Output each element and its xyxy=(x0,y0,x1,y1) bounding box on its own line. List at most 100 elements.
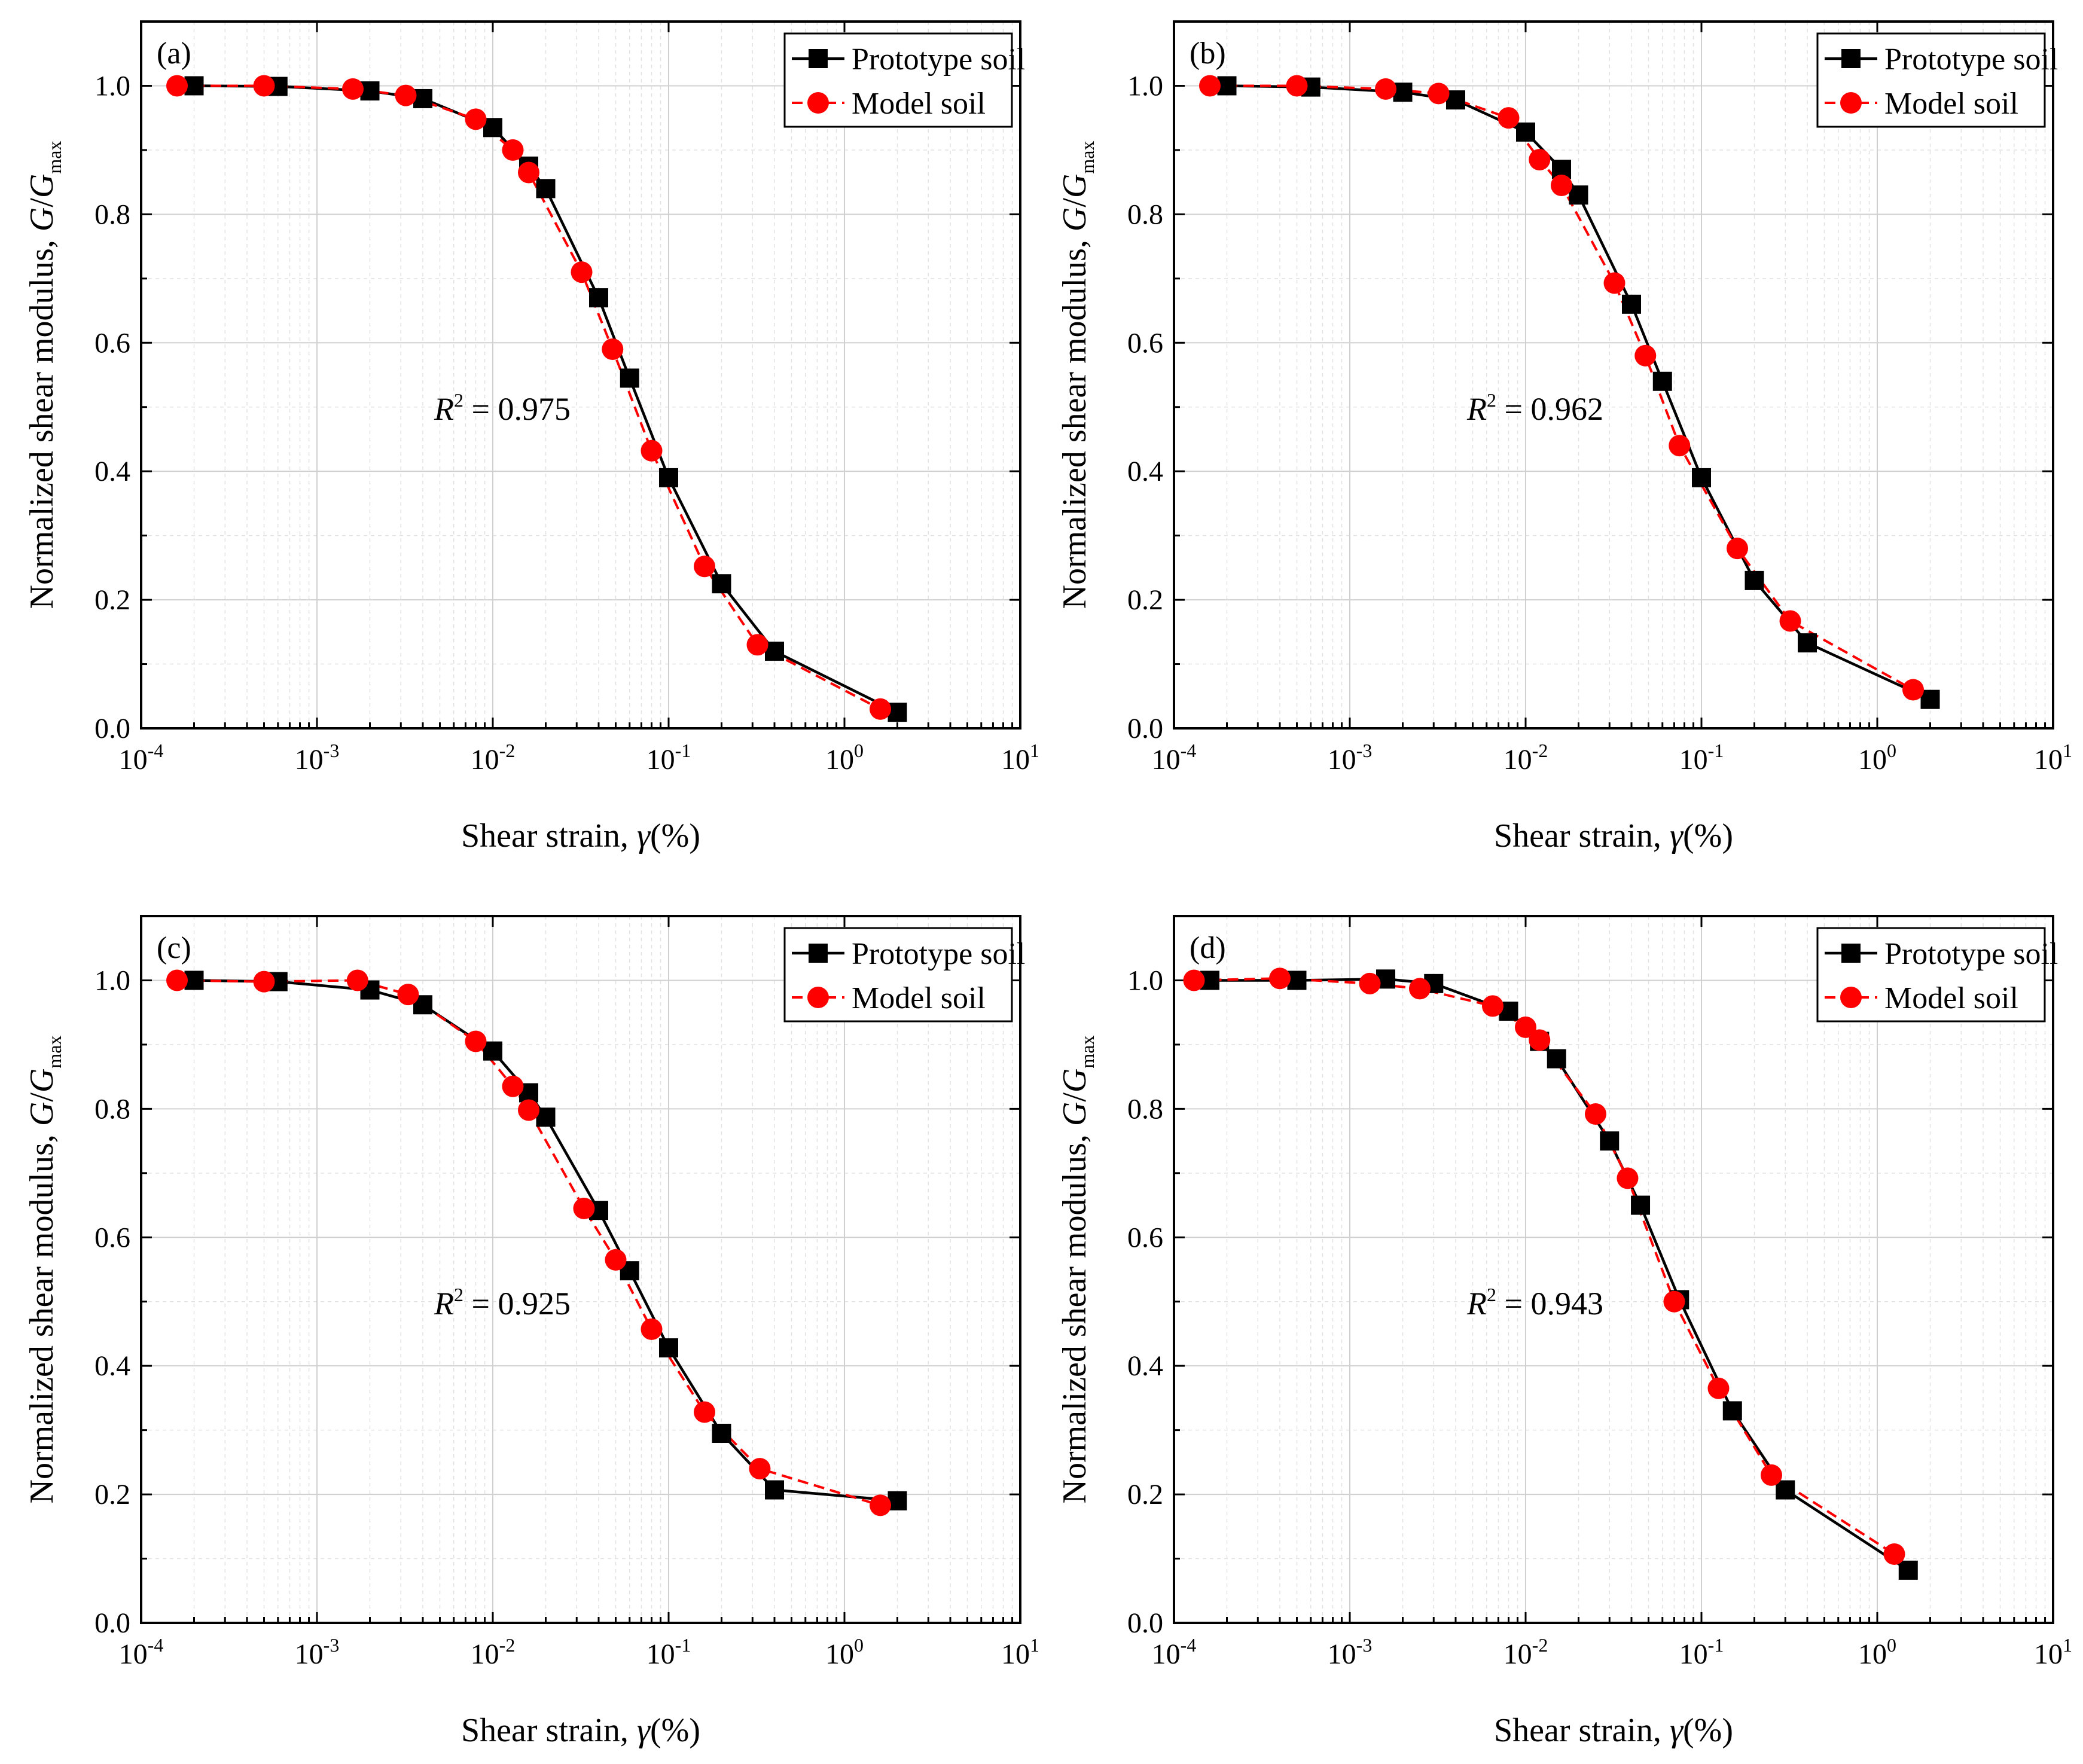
legend: Prototype soil Model soil xyxy=(783,927,1025,1023)
model-point xyxy=(1617,1167,1639,1189)
y-tick-label: 0.0 xyxy=(1127,1607,1163,1639)
model-point xyxy=(1375,78,1397,100)
prototype-point xyxy=(620,368,639,388)
model-point xyxy=(465,108,487,130)
y-tick-label: 0.6 xyxy=(94,1222,130,1253)
x-axis-title: Shear strain, γ(%) xyxy=(1494,817,1733,854)
x-tick-label: 10-4 xyxy=(1152,740,1197,776)
model-point xyxy=(605,1249,627,1271)
model-point xyxy=(502,139,524,161)
y-tick-label: 1.0 xyxy=(1127,70,1163,102)
model-point xyxy=(694,556,716,578)
prototype-point xyxy=(712,574,731,594)
chart-panel-c: 10-4 10-3 10-2 10-1 100 101 0.0 0.2 0.4 0.6 0.8 1.0… xyxy=(23,915,1039,1749)
prototype-point xyxy=(1622,294,1642,314)
prototype-point xyxy=(483,1041,502,1061)
r-squared-annotation: R2 = 0.943 xyxy=(1466,1284,1603,1322)
model-point xyxy=(1634,344,1657,367)
model-point xyxy=(746,634,768,656)
panel-label: (a) xyxy=(157,36,191,71)
y-tick-label: 0.8 xyxy=(94,1093,130,1125)
x-tick-label: 10-3 xyxy=(1328,1634,1373,1670)
model-point xyxy=(641,440,663,462)
y-tick-label: 0.6 xyxy=(1127,1222,1163,1253)
model-point xyxy=(1902,679,1925,701)
panel-label: (d) xyxy=(1190,931,1226,965)
model-point xyxy=(870,698,892,720)
x-tick-label: 101 xyxy=(1001,1634,1039,1670)
legend-prototype-label: Prototype soil xyxy=(1884,42,2058,77)
model-point xyxy=(641,1318,663,1340)
x-tick-label: 10-1 xyxy=(1679,1634,1724,1670)
x-tick-label: 101 xyxy=(1001,740,1039,776)
model-point xyxy=(395,84,417,106)
prototype-point xyxy=(765,1480,785,1500)
prototype-point xyxy=(1516,122,1535,142)
legend-prototype-marker xyxy=(1841,49,1861,68)
legend-prototype-marker xyxy=(809,944,828,963)
x-tick-label: 101 xyxy=(2034,740,2072,776)
model-point xyxy=(1551,175,1573,197)
x-tick-label: 10-2 xyxy=(1503,740,1548,776)
model-point xyxy=(694,1401,716,1423)
model-point xyxy=(1269,968,1291,990)
prototype-point xyxy=(1600,1131,1620,1151)
model-point xyxy=(1727,538,1749,560)
prototype-point xyxy=(1776,1480,1795,1500)
prototype-point xyxy=(1745,570,1764,590)
prototype-point xyxy=(483,118,502,138)
plot-frame xyxy=(1173,20,2054,730)
y-tick-label: 0.4 xyxy=(94,1350,130,1382)
r-squared-annotation: R2 = 0.925 xyxy=(434,1284,571,1322)
legend: Prototype soil Model soil xyxy=(1816,927,2058,1023)
model-point xyxy=(1603,272,1625,294)
x-axis-title: Shear strain, γ(%) xyxy=(1494,1712,1733,1749)
y-tick-label: 0.8 xyxy=(1127,1093,1163,1125)
legend-model-marker xyxy=(807,987,829,1008)
r-squared-annotation: R2 = 0.975 xyxy=(434,389,571,427)
legend-model-marker xyxy=(807,92,829,114)
model-point xyxy=(502,1075,524,1097)
model-point xyxy=(1428,83,1450,105)
model-point xyxy=(253,970,275,993)
model-point xyxy=(1669,435,1691,457)
r-squared-annotation: R2 = 0.962 xyxy=(1466,389,1603,427)
model-point xyxy=(166,75,188,97)
prototype-point xyxy=(1798,633,1817,653)
model-point xyxy=(1707,1377,1730,1399)
legend: Prototype soil Model soil xyxy=(783,32,1025,128)
x-tick-label: 10-3 xyxy=(1328,740,1373,776)
y-tick-label: 0.0 xyxy=(1127,713,1163,744)
model-point xyxy=(1515,1016,1536,1038)
prototype-point xyxy=(659,468,678,487)
model-point xyxy=(602,338,624,361)
legend-prototype-marker xyxy=(809,49,828,68)
x-tick-label: 10-2 xyxy=(471,740,516,776)
y-tick-label: 0.8 xyxy=(1127,199,1163,230)
prototype-point xyxy=(1569,185,1588,205)
prototype-point xyxy=(1287,970,1307,990)
model-point xyxy=(1183,969,1205,991)
prototype-point xyxy=(1920,689,1940,709)
model-point xyxy=(1883,1543,1905,1565)
legend-model-marker xyxy=(1840,92,1862,114)
legend: Prototype soil Model soil xyxy=(1816,32,2058,128)
model-point xyxy=(465,1030,487,1052)
y-tick-label: 0.2 xyxy=(1127,584,1163,616)
x-tick-label: 10-4 xyxy=(119,740,164,776)
prototype-point xyxy=(1722,1401,1742,1421)
prototype-point xyxy=(589,288,609,308)
model-point xyxy=(571,261,593,283)
legend-prototype-label: Prototype soil xyxy=(852,937,1025,971)
prototype-point xyxy=(888,1491,907,1510)
plot-frame xyxy=(140,915,1021,1624)
legend-model-label: Model soil xyxy=(1884,981,2018,1015)
model-point xyxy=(1498,107,1520,129)
y-tick-label: 0.6 xyxy=(1127,327,1163,359)
prototype-point xyxy=(1898,1560,1918,1580)
x-tick-label: 10-2 xyxy=(1503,1634,1548,1670)
model-point xyxy=(1584,1103,1606,1125)
x-axis-title: Shear strain, γ(%) xyxy=(461,817,700,854)
model-point xyxy=(1481,995,1503,1017)
